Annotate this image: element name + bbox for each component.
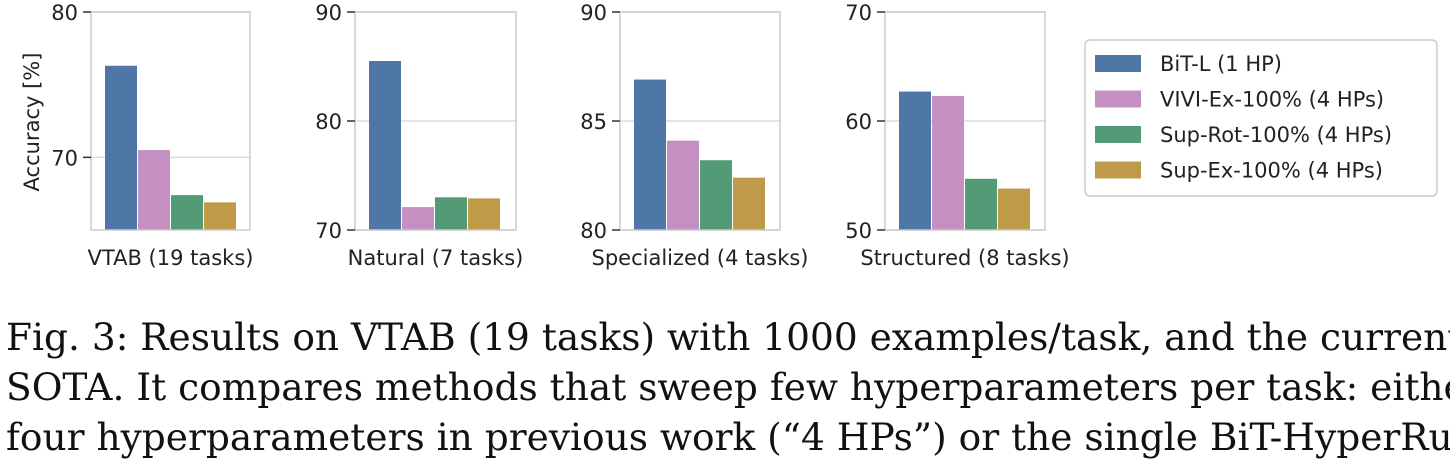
panel-frame [90,11,251,231]
legend-label-1: BiT-L (1 HP) [1160,52,1282,76]
bar-3-1 [634,79,666,230]
legend-swatch-1 [1095,55,1141,72]
y-tick-label: 85 [580,110,607,134]
legend-swatch-2 [1095,90,1141,108]
figure-caption: Fig. 3: Results on VTAB (19 tasks) with … [6,312,1450,462]
bar-3-4 [733,177,765,230]
y-tick-label: 80 [580,219,607,243]
panel-label: Specialized (4 tasks) [591,246,808,270]
legend-box [1084,39,1438,197]
bar-3-2 [667,140,699,230]
y-tick-label: 70 [51,146,78,170]
bar-1-4 [204,202,236,230]
caption-line-2: SOTA. It compares methods that sweep few… [6,365,1450,409]
y-tick-label: 50 [845,219,872,243]
caption-line-3: four hyperparameters in previous work (“… [6,415,1450,459]
y-tick-label: 90 [315,1,342,25]
bar-1-1 [105,65,137,230]
bar-2-4 [468,198,500,230]
y-tick-label: 70 [315,219,342,243]
legend-label-2: VIVI-Ex-100% (4 HPs) [1160,88,1384,112]
y-tick-label: 70 [845,1,872,25]
bar-3-3 [700,160,732,230]
legend-swatch-4 [1095,161,1141,179]
caption-line-1: Fig. 3: Results on VTAB (19 tasks) with … [6,315,1450,359]
legend-swatch-3 [1095,126,1141,143]
bar-4-3 [965,178,997,230]
vtab-bar-chart-figure: 70 80 VTAB (19 tasks) 70 80 90 Natural (7 task… [20,1,1438,270]
y-tick-label: 90 [580,1,607,25]
bar-4-2 [932,95,964,231]
y-axis-label: Accuracy [%] [20,53,44,192]
bar-4-4 [998,188,1030,230]
legend-label-3: Sup-Rot-100% (4 HPs) [1160,123,1392,147]
legend-label-4: Sup-Ex-100% (4 HPs) [1160,159,1383,183]
panel-label: Natural (7 tasks) [348,246,524,270]
bar-2-1 [369,61,401,230]
panel-label: VTAB (19 tasks) [88,246,254,270]
y-tick-label: 60 [845,110,872,134]
y-tick-label: 80 [315,110,342,134]
y-tick-label: 80 [51,1,78,25]
bar-4-1 [899,91,931,230]
panel-label: Structured (8 tasks) [860,246,1069,270]
bar-2-3 [435,197,467,230]
bar-2-2 [402,207,434,230]
bar-1-3 [171,195,203,230]
bar-1-2 [138,150,170,230]
